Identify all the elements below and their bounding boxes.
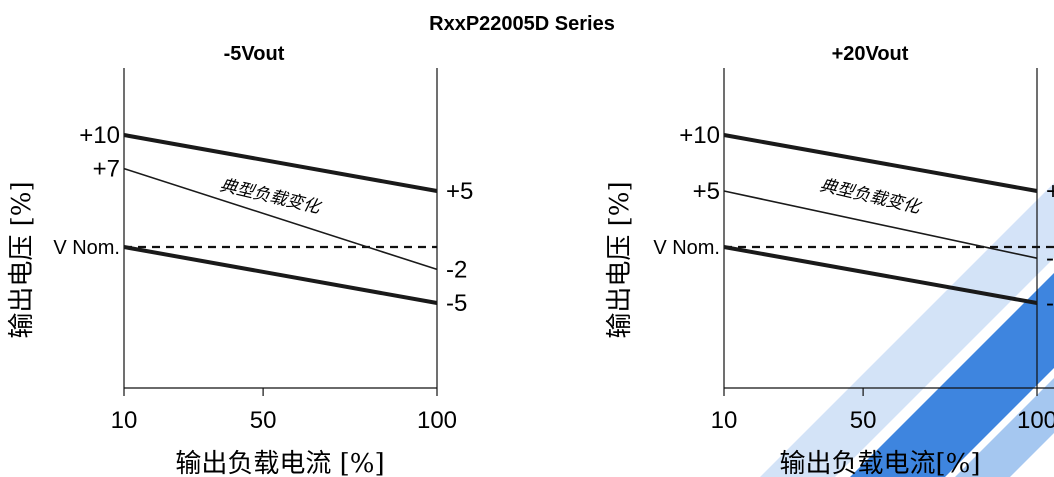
series-line-upper-limit (123, 133, 438, 193)
right-value-label: -5 (1046, 290, 1054, 317)
typical-load-annotation: 典型负载变化 (818, 175, 924, 218)
nominal-label: V Nom. (653, 237, 720, 259)
x-tick-label: 100 (1017, 407, 1054, 434)
x-tick-label: 50 (250, 407, 277, 434)
series-line-lower-limit (123, 245, 438, 305)
series-line-typical (723, 190, 1038, 259)
series-line-lower-limit (723, 245, 1038, 305)
typical-load-annotation: 典型负载变化 (218, 175, 324, 218)
right-value-label: -2 (446, 256, 467, 283)
chart-panel-0: -5Vout 10 50 100 V Nom. +10 +7 +5 -2 -5 典型负载变化 输出电压… (7, 43, 473, 477)
right-value-label: -5 (446, 290, 467, 317)
left-value-label: +10 (679, 122, 720, 149)
nominal-label: V Nom. (53, 237, 120, 259)
right-value-label: +5 (1046, 178, 1054, 205)
y-axis-label: 输出电压 [%] (7, 181, 37, 338)
x-tick-label: 10 (711, 407, 738, 434)
right-value-label: -1 (1046, 245, 1054, 272)
x-tick-label: 10 (111, 407, 138, 434)
watermark-logo (760, 183, 1054, 477)
figure-title: RxxP22005D Series (429, 13, 615, 35)
left-value-label: +10 (79, 122, 120, 149)
series-line-typical (123, 167, 438, 271)
x-tick-label: 100 (417, 407, 457, 434)
chart-title: -5Vout (224, 43, 285, 65)
chart-title: +20Vout (832, 43, 909, 65)
series-line-upper-limit (723, 133, 1038, 193)
x-axis-label: 输出负载电流[%] (780, 449, 981, 477)
y-axis-label: 输出电压 [%] (605, 181, 635, 338)
x-axis-label: 输出负载电流 [%] (175, 449, 384, 477)
x-tick-label: 50 (850, 407, 877, 434)
left-value-label: +5 (693, 178, 720, 205)
left-value-label: +7 (93, 156, 120, 183)
right-value-label: +5 (446, 178, 473, 205)
